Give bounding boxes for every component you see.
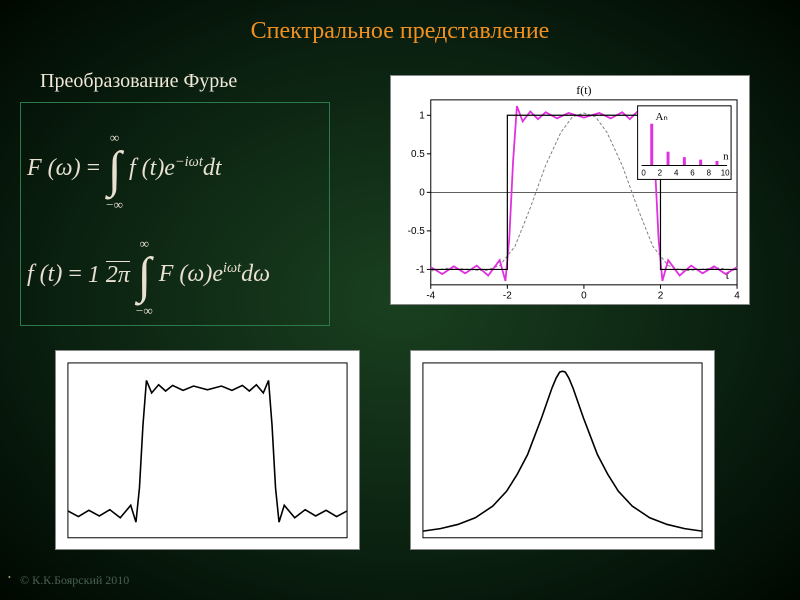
eq2-lhs: f (t) [27,261,62,287]
chart-peak [410,350,715,550]
svg-text:-1: -1 [416,264,425,275]
svg-text:10: 10 [721,168,730,177]
eq2-exp: iωt [223,260,241,276]
bullet-icon: • [8,573,11,582]
formula-inverse: f (t) = 1 2π ∞ ∫ −∞ F (ω)eiωtdω [27,231,270,320]
eq1-lhs: F (ω) [27,155,81,181]
svg-text:8: 8 [707,168,712,177]
eq2-diff: dω [241,261,270,287]
svg-text:0: 0 [419,187,425,198]
copyright-footer: © К.К.Боярский 2010 [20,573,129,588]
svg-text:4: 4 [734,291,740,302]
svg-text:Aₙ: Aₙ [656,111,668,123]
svg-text:0: 0 [641,168,646,177]
chart-fourier-approx: f(t)-1-0.500.51-4-2024tAₙn0246810 [390,75,750,305]
chart-gibbs [55,350,360,550]
svg-text:0: 0 [581,291,587,302]
eq2-num: 1 [88,262,100,288]
svg-text:-4: -4 [426,291,435,302]
int-lower: −∞ [106,197,123,212]
section-subtitle: Преобразование Фурье [40,70,237,93]
formula-box: F (ω) = ∞ ∫ −∞ f (t)e−iωtdt f (t) = 1 2π… [20,102,330,326]
svg-text:-2: -2 [503,291,512,302]
svg-text:f(t): f(t) [576,83,591,97]
svg-text:6: 6 [690,168,695,177]
eq2-integrand: F (ω)e [159,261,223,287]
eq2-den: 2π [106,261,130,288]
eq1-exp: −iωt [175,154,203,170]
formula-forward: F (ω) = ∞ ∫ −∞ f (t)e−iωtdt [27,125,222,214]
svg-text:n: n [723,151,729,163]
int2-lower: −∞ [136,303,153,318]
integral-icon: ∫ [108,147,122,192]
svg-text:2: 2 [658,291,664,302]
slide-title: Спектральное представление [0,0,800,45]
eq1-integrand: f (t)e [129,155,175,181]
eq1-diff: dt [203,155,222,181]
integral-icon: ∫ [137,253,151,298]
svg-text:4: 4 [674,168,679,177]
svg-text:2: 2 [658,168,663,177]
svg-text:-0.5: -0.5 [408,226,426,237]
svg-text:1: 1 [419,110,425,121]
svg-text:0.5: 0.5 [411,149,425,160]
